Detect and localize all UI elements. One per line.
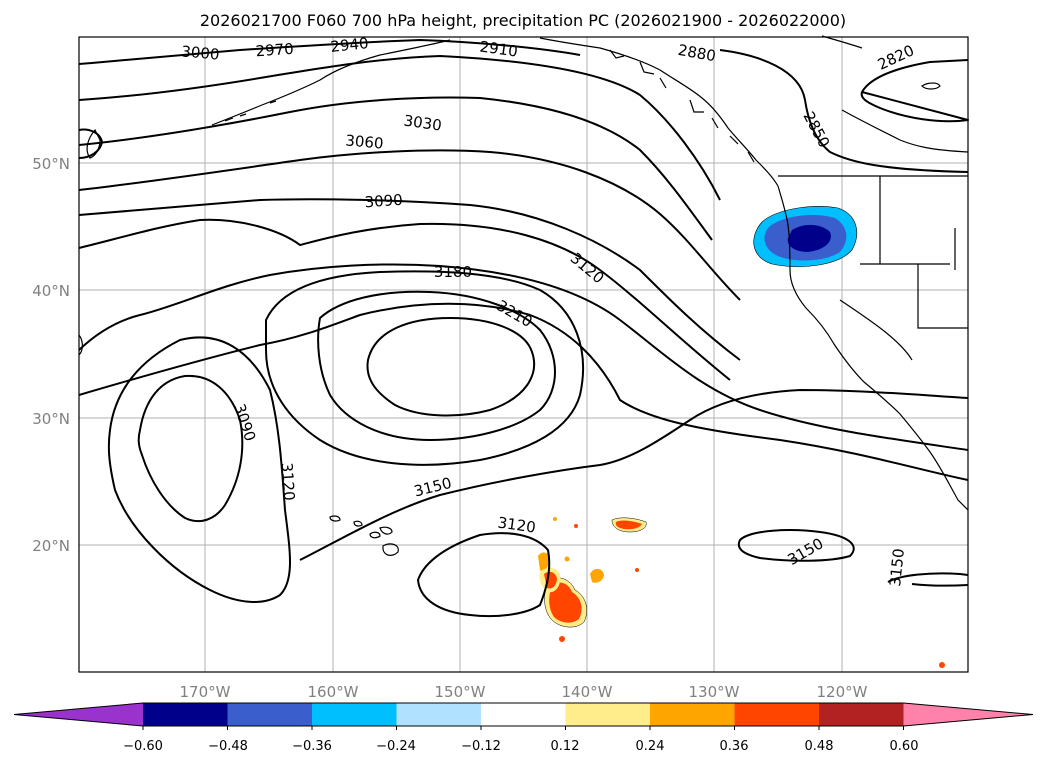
colorbar-extend-low [14,703,143,726]
height-contours [78,39,969,618]
lon-label: 150°W [435,683,486,701]
colorbar-tick-label: −0.12 [461,739,501,754]
colorbar-segment [227,703,313,726]
colorbar-segment [396,703,482,726]
contour-label: 3120 [497,513,537,536]
contour-label: 2940 [330,34,370,56]
contour-label: 3180 [434,263,472,281]
coastlines [78,35,969,556]
precip-positive-area [538,517,945,668]
colorbar-tick-label: −0.60 [123,739,163,754]
colorbar [13,702,1034,730]
contour-label: 3060 [345,131,385,152]
colorbar-segment [143,703,228,726]
colorbar-segment [734,703,820,726]
colorbar-segment [565,703,651,726]
latitude-labels: 50°N 40°N 30°N 20°N [32,155,70,555]
lat-label: 50°N [32,155,70,173]
colorbar-tick-label: −0.24 [376,739,416,754]
lat-label: 20°N [32,537,70,555]
colorbar-tick-label: 0.12 [551,739,580,754]
contour-label: 3030 [403,111,443,134]
colorbar-tick-label: 0.48 [805,739,834,754]
contour-label: 3090 [364,191,403,212]
colorbar-segment [819,703,904,726]
colorbar-tick-label: −0.48 [208,739,248,754]
map-title: 2026021700 F060 700 hPa height, precipit… [200,11,846,30]
colorbar-ticks: −0.60 −0.48 −0.36 −0.24 −0.12 0.12 0.24 … [123,739,918,754]
colorbar-tick-label: 0.60 [890,739,919,754]
map-area [79,37,968,672]
lon-label: 160°W [308,683,359,701]
graticule [79,37,968,672]
colorbar-segment [481,703,566,726]
colorbar-segment [312,703,397,726]
contour-label: 2910 [479,37,519,60]
lon-label: 130°W [689,683,740,701]
lon-label: 140°W [562,683,613,701]
colorbar-tick-label: 0.24 [636,739,665,754]
colorbar-tick-label: −0.36 [292,739,332,754]
contour-label: 2970 [255,40,294,61]
colorbar-extend-high [903,703,1033,726]
map-frame [78,36,969,673]
lat-label: 40°N [32,282,70,300]
lon-label: 120°W [817,683,868,701]
contour-label: 3150 [886,548,908,588]
colorbar-tick-label: 0.36 [720,739,749,754]
lat-label: 30°N [32,410,70,428]
colorbar-segment [650,703,735,726]
contour-label: 3120 [278,462,299,501]
lon-label: 170°W [180,683,231,701]
precip-negative-area [753,206,858,267]
longitude-labels: 170°W 160°W 150°W 140°W 130°W 120°W [180,683,868,701]
contour-label: 3000 [181,42,221,63]
